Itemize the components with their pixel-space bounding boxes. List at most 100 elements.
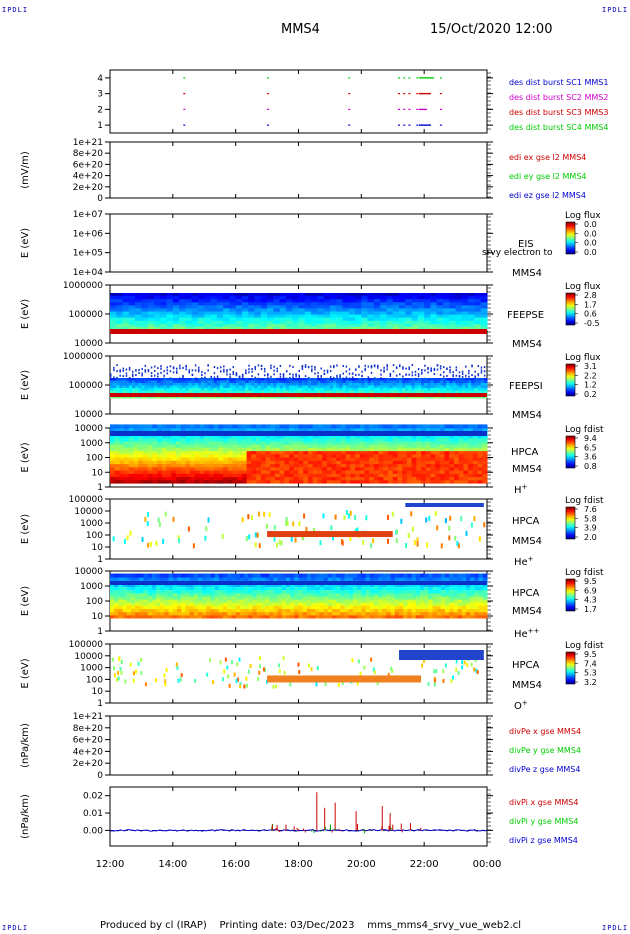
spec-cell — [130, 573, 136, 578]
spec-cell — [141, 388, 146, 391]
spec-cell — [160, 323, 168, 328]
spec-cell — [332, 592, 337, 597]
spec-cell — [175, 424, 182, 429]
spec-cell — [175, 388, 180, 391]
spec-cell — [245, 390, 249, 394]
spec-speck — [468, 369, 470, 372]
spec-cell — [424, 311, 431, 316]
spec-cell — [322, 469, 328, 474]
spec-cell — [332, 589, 337, 594]
spec-cell — [175, 390, 180, 394]
spec-cell — [227, 601, 232, 606]
spec-cell — [177, 595, 182, 600]
spec-cell — [191, 326, 199, 331]
spec-cell — [298, 460, 304, 465]
spec-cell — [153, 383, 158, 386]
spec-cell — [231, 586, 237, 591]
spec-cell — [270, 390, 274, 394]
spec-cell — [218, 447, 224, 452]
spec-speck — [424, 364, 426, 367]
spec-cell — [256, 592, 262, 597]
spec-cell — [307, 443, 314, 448]
spec-cell — [210, 380, 215, 384]
spec-cell — [207, 383, 212, 386]
spec-cell — [458, 388, 463, 391]
spec-cell — [307, 450, 314, 455]
spec-cell — [304, 302, 312, 306]
spec-cell — [306, 605, 312, 610]
spec-cell — [317, 450, 323, 455]
spec-cell — [311, 326, 318, 331]
spec-cell — [119, 437, 125, 442]
spec-cell — [452, 385, 457, 389]
spec-cell — [292, 390, 296, 394]
spec-cell — [161, 460, 168, 465]
spec-cell — [477, 385, 482, 389]
spec-cell — [397, 460, 403, 465]
ytick-label-feepse: 1000000 — [63, 281, 103, 291]
spec-cell — [279, 317, 287, 322]
spec-cell — [298, 302, 306, 306]
spec-speck — [295, 373, 297, 376]
spec-speck — [455, 374, 458, 377]
spec-cell — [239, 601, 245, 606]
spec-cell — [213, 476, 219, 481]
spec-cell — [223, 469, 229, 474]
spec-speck — [147, 370, 150, 373]
spec-cell — [386, 380, 391, 384]
spec-cell — [110, 380, 114, 384]
spec-cell — [177, 611, 182, 616]
spec-speck — [483, 370, 486, 373]
spec-cell — [399, 302, 406, 306]
spec-cell — [256, 460, 262, 465]
spec-cell — [130, 592, 136, 597]
spec-cell — [435, 469, 441, 474]
spec-cell — [298, 427, 304, 432]
spec-cell — [194, 390, 199, 394]
spec-cell — [461, 385, 466, 389]
spec-speck — [235, 374, 238, 377]
spec-cell — [254, 320, 262, 325]
spec-cell — [392, 427, 398, 432]
spec-cell — [194, 427, 201, 432]
spec-cell — [355, 299, 362, 303]
spec-cell — [336, 466, 342, 471]
spec-cell — [405, 385, 409, 389]
spec-cell — [355, 388, 359, 391]
spec-cell — [276, 378, 281, 381]
spec-cell — [424, 326, 431, 331]
spec-cell — [202, 586, 207, 591]
spec-cell — [395, 390, 400, 394]
spec-cell — [279, 424, 285, 429]
spec-speck — [301, 365, 304, 368]
spec-cell — [289, 463, 295, 468]
spec-speck — [248, 371, 250, 374]
spec-speck — [336, 376, 338, 379]
spec-cell — [455, 388, 460, 391]
spec-cell — [370, 383, 375, 386]
spec-cell — [383, 380, 387, 384]
spec-speck — [383, 366, 385, 369]
spec-speck — [436, 525, 439, 531]
spec-cell — [323, 592, 329, 597]
spec-speck — [477, 365, 480, 368]
spec-cell — [147, 443, 153, 448]
spec-cell — [416, 453, 422, 458]
spec-cell — [207, 385, 212, 389]
spec-speck — [342, 372, 344, 375]
spec-cell — [417, 314, 425, 319]
spec-cell — [315, 589, 320, 594]
spec-cell — [323, 388, 328, 391]
spec-cell — [329, 311, 337, 316]
spec-cell — [277, 608, 283, 613]
spec-cell — [298, 437, 304, 442]
spec-cell — [157, 380, 161, 384]
spec-cell — [245, 380, 249, 384]
spec-cell — [171, 479, 177, 484]
spec-cell — [355, 447, 361, 452]
spec-cell — [122, 378, 127, 381]
spec-cell — [194, 380, 199, 384]
spec-cell — [260, 443, 267, 448]
spec-cell — [323, 378, 328, 381]
spec-cell — [122, 385, 127, 389]
